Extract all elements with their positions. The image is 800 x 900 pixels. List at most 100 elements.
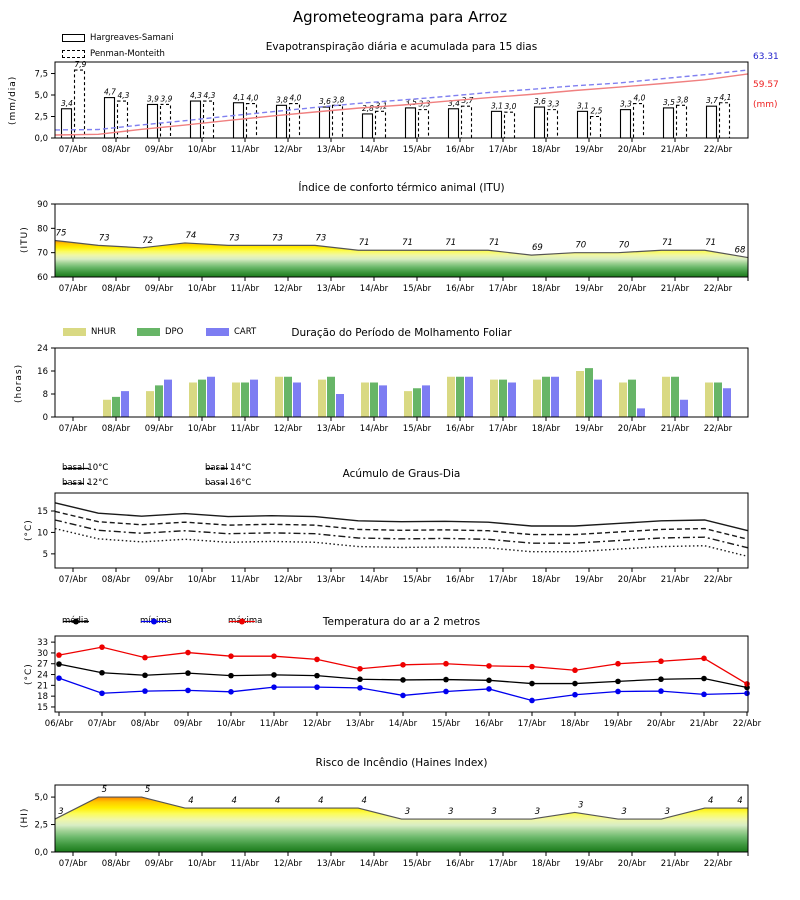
svg-text:12/Abr: 12/Abr <box>303 719 332 729</box>
svg-text:4: 4 <box>232 796 237 806</box>
svg-text:21/Abr: 21/Abr <box>661 859 690 869</box>
svg-text:4,1: 4,1 <box>720 93 732 102</box>
svg-text:12/Abr: 12/Abr <box>274 575 303 585</box>
svg-text:27: 27 <box>37 660 48 670</box>
svg-text:68: 68 <box>735 246 746 256</box>
svg-text:09/Abr: 09/Abr <box>145 424 174 434</box>
svg-text:15/Abr: 15/Abr <box>403 424 432 434</box>
svg-text:07/Abr: 07/Abr <box>59 145 88 155</box>
svg-text:4: 4 <box>275 796 280 806</box>
svg-text:10: 10 <box>37 528 48 538</box>
svg-text:4: 4 <box>708 796 713 806</box>
svg-text:08/Abr: 08/Abr <box>102 145 131 155</box>
svg-text:21/Abr: 21/Abr <box>661 424 690 434</box>
svg-text:24: 24 <box>37 671 48 681</box>
svg-text:3,3: 3,3 <box>548 100 560 109</box>
legend-nhur: NHUR <box>63 327 116 337</box>
legend-basal14-label: basal 14°C <box>205 463 252 473</box>
dpm-title: Duração do Período de Molhamento Foliar <box>291 327 512 339</box>
svg-text:5: 5 <box>102 785 107 795</box>
svg-text:13/Abr: 13/Abr <box>317 859 346 869</box>
svg-text:2,5: 2,5 <box>34 113 48 123</box>
svg-text:15/Abr: 15/Abr <box>403 145 432 155</box>
svg-text:73: 73 <box>229 233 240 243</box>
svg-text:22/Abr: 22/Abr <box>704 859 733 869</box>
svg-text:4,7: 4,7 <box>104 88 116 97</box>
svg-text:69: 69 <box>532 243 543 253</box>
svg-text:3,9: 3,9 <box>147 94 159 103</box>
svg-text:14/Abr: 14/Abr <box>389 719 418 729</box>
svg-text:16/Abr: 16/Abr <box>446 284 475 294</box>
dpo-swatch <box>137 328 160 336</box>
svg-text:15/Abr: 15/Abr <box>403 284 432 294</box>
svg-text:3,7: 3,7 <box>706 96 718 105</box>
gdd-title: Acúmulo de Graus-Dia <box>342 468 461 480</box>
svg-text:0: 0 <box>43 413 48 423</box>
svg-text:12/Abr: 12/Abr <box>274 859 303 869</box>
svg-text:10/Abr: 10/Abr <box>188 284 217 294</box>
svg-text:17/Abr: 17/Abr <box>489 145 518 155</box>
svg-text:18/Abr: 18/Abr <box>532 284 561 294</box>
svg-text:20/Abr: 20/Abr <box>647 719 676 729</box>
svg-text:20/Abr: 20/Abr <box>618 575 647 585</box>
svg-text:06/Abr: 06/Abr <box>45 719 74 729</box>
svg-text:09/Abr: 09/Abr <box>145 145 174 155</box>
svg-text:17/Abr: 17/Abr <box>489 284 518 294</box>
legend-nhur-label: NHUR <box>91 327 116 337</box>
svg-text:13/Abr: 13/Abr <box>317 424 346 434</box>
svg-text:3,8: 3,8 <box>333 95 345 104</box>
svg-text:11/Abr: 11/Abr <box>231 575 260 585</box>
svg-text:14/Abr: 14/Abr <box>360 284 389 294</box>
svg-text:24: 24 <box>37 344 48 354</box>
svg-text:80: 80 <box>37 224 48 234</box>
evapo-title: Evapotranspiração diária e acumulada par… <box>265 41 538 53</box>
svg-text:3,1: 3,1 <box>491 101 503 110</box>
svg-text:10/Abr: 10/Abr <box>217 719 246 729</box>
legend-basal12: basal 12°C <box>62 478 108 488</box>
svg-text:17/Abr: 17/Abr <box>489 575 518 585</box>
svg-text:3,1: 3,1 <box>577 101 589 110</box>
svg-text:2,5: 2,5 <box>591 107 603 116</box>
svg-text:10/Abr: 10/Abr <box>188 145 217 155</box>
page-title: Agrometeograma para Arroz <box>292 8 508 26</box>
svg-text:3,9: 3,9 <box>161 94 173 103</box>
svg-text:73: 73 <box>315 233 326 243</box>
legend-dpo-label: DPO <box>165 327 184 337</box>
svg-text:3,4: 3,4 <box>61 99 73 108</box>
svg-text:4,0: 4,0 <box>290 94 302 103</box>
svg-text:11/Abr: 11/Abr <box>260 719 289 729</box>
legend-basal14: basal 14°C <box>205 463 251 473</box>
svg-text:20/Abr: 20/Abr <box>618 284 647 294</box>
svg-text:3: 3 <box>448 807 453 817</box>
evapotranspiration-plot: 3,44,73,9 4,3 4,1 3,8 3,62,83,5 3,4 3,1 3,6 3,1 3… <box>34 60 749 155</box>
svg-text:5: 5 <box>43 550 48 560</box>
svg-text:90: 90 <box>37 200 48 210</box>
svg-text:15: 15 <box>37 507 48 517</box>
svg-text:3: 3 <box>58 807 63 817</box>
mm-unit-label: (mm) <box>753 100 778 110</box>
svg-text:3,6: 3,6 <box>319 97 331 106</box>
svg-text:71: 71 <box>489 238 500 248</box>
svg-text:09/Abr: 09/Abr <box>145 859 174 869</box>
svg-text:3,4: 3,4 <box>448 99 460 108</box>
svg-text:3: 3 <box>405 807 410 817</box>
legend-media: média <box>62 616 89 626</box>
svg-text:12/Abr: 12/Abr <box>274 424 303 434</box>
svg-text:13/Abr: 13/Abr <box>346 719 375 729</box>
svg-text:70: 70 <box>37 249 48 259</box>
svg-text:07/Abr: 07/Abr <box>59 575 88 585</box>
legend-hargreaves: Hargreaves-Samani <box>62 33 174 43</box>
svg-text:7,5: 7,5 <box>34 70 48 80</box>
svg-text:21/Abr: 21/Abr <box>661 284 690 294</box>
svg-text:17/Abr: 17/Abr <box>489 859 518 869</box>
svg-text:4: 4 <box>737 796 742 806</box>
svg-text:20/Abr: 20/Abr <box>618 145 647 155</box>
leaf-wetness-plot: 0 8 16 24 07/Abr 08/Abr 09/Abr 10/Abr 11/Abr 12/A… <box>37 344 749 434</box>
svg-text:14/Abr: 14/Abr <box>360 145 389 155</box>
svg-text:22/Abr: 22/Abr <box>704 145 733 155</box>
svg-text:15/Abr: 15/Abr <box>432 719 461 729</box>
haines-title: Risco de Incêndio (Haines Index) <box>315 757 488 769</box>
svg-text:3: 3 <box>491 807 496 817</box>
nhur-swatch <box>63 328 86 336</box>
